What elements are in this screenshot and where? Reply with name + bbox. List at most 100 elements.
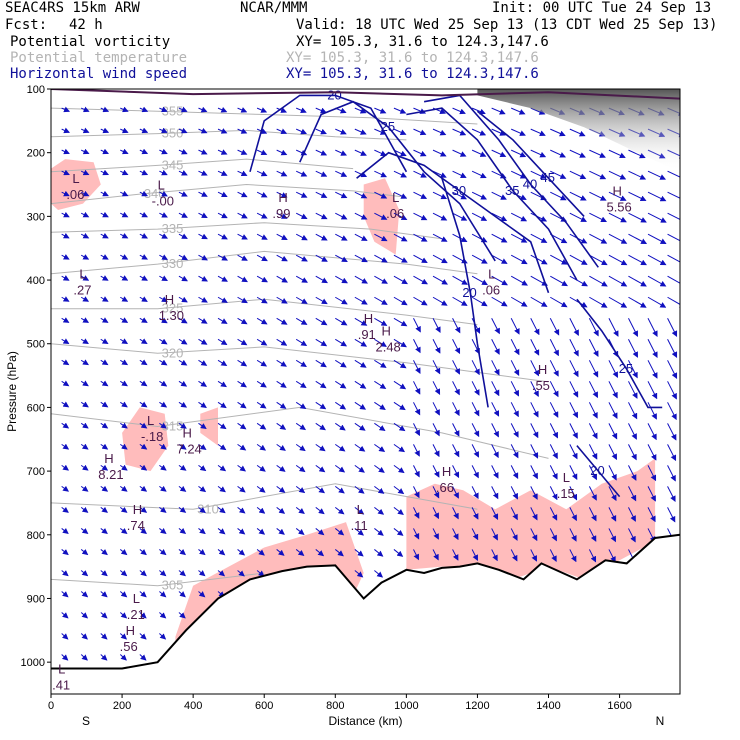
- wind-vector-590: [334, 485, 345, 494]
- wind-vector-15: [354, 107, 367, 114]
- wind-vector-632: [530, 507, 538, 521]
- wind-vector-567: [510, 465, 519, 479]
- wind-vector-438: [491, 381, 500, 397]
- wind-vector-24: [530, 107, 546, 115]
- wind-vector-662: [491, 528, 498, 541]
- wind-vector-279: [510, 275, 528, 286]
- wind-vector-625: [393, 507, 404, 516]
- y-tick-label-100: 100: [27, 84, 45, 96]
- wind-vector-252: [608, 254, 628, 266]
- wind-vector-451: [120, 401, 128, 408]
- wind-vector-114: [413, 170, 427, 178]
- wind-vector-16: [374, 107, 387, 114]
- wind-vector-236: [295, 254, 308, 262]
- extremum-value-18: .21: [127, 607, 145, 622]
- plot-frame: [50, 88, 681, 695]
- wind-vector-636: [608, 507, 617, 522]
- wind-vector-477: [628, 402, 638, 420]
- wind-vector-311: [510, 296, 528, 307]
- wind-vector-649: [237, 528, 246, 535]
- wind-vector-696: [530, 549, 537, 562]
- wind-vector-214: [491, 233, 508, 243]
- wind-vector-355: [120, 338, 129, 345]
- wind-vector-141: [315, 191, 328, 198]
- wind-vector-531: [432, 444, 440, 458]
- wind-vector-376: [530, 339, 540, 356]
- wind-vector-176: [374, 212, 388, 220]
- theta-label-335: 335: [162, 221, 184, 236]
- wind-vector-91: [589, 149, 606, 158]
- wind-vector-530: [413, 444, 420, 457]
- wind-vector-88: [530, 149, 547, 158]
- wind-vector-344: [530, 318, 540, 336]
- wind-vector-99: [120, 169, 129, 176]
- upper-shading: [477, 89, 680, 172]
- wind-vector-387: [120, 359, 129, 366]
- wind-vector-196: [139, 233, 148, 239]
- wind-vector-75: [276, 149, 288, 156]
- wind-vector-389: [159, 359, 168, 366]
- wind-vector-340: [452, 318, 461, 334]
- wind-vector-303: [354, 296, 368, 305]
- wind-vector-487: [198, 422, 207, 429]
- wind-vector-398: [335, 359, 347, 368]
- wind-vector-452: [139, 401, 148, 408]
- wind-vector-583: [198, 485, 207, 493]
- wind-vector-635: [588, 507, 597, 522]
- wind-vector-545: [80, 464, 89, 471]
- field-wind-name: Horizontal wind speed: [10, 66, 188, 82]
- wind-vector-33: [81, 127, 90, 134]
- wind-vector-296: [217, 296, 228, 303]
- wind-vector-294: [178, 296, 188, 303]
- wind-vector-502: [491, 423, 499, 438]
- wind-vector-243: [432, 254, 448, 264]
- wind-vector-232: [217, 254, 228, 261]
- wind-vector-56: [530, 128, 546, 137]
- wind-vector-292: [139, 296, 148, 302]
- wind-vector-406: [491, 360, 500, 376]
- wind-vector-332: [295, 317, 308, 325]
- wind-vector-360: [217, 338, 228, 346]
- wind-vector-423: [198, 380, 208, 387]
- wind-vector-448: [61, 401, 70, 408]
- wind-vector-93: [628, 149, 646, 159]
- wind-vector-57: [550, 128, 566, 137]
- theta-label-345: 345: [162, 157, 184, 172]
- wind-vector-228: [139, 254, 148, 260]
- wind-vector-386: [100, 359, 109, 366]
- wind-vector-506: [569, 423, 578, 439]
- wind-vector-90: [569, 149, 586, 158]
- wind-vector-733: [100, 633, 108, 640]
- center-title: NCAR/MMM: [240, 0, 308, 16]
- extremum-value-5: 1.30: [159, 308, 184, 323]
- wind-vector-734: [119, 633, 128, 640]
- valid-time: Valid: 18 UTC Wed 25 Sep 13 (13 CDT Wed …: [296, 17, 718, 33]
- wind-vector-85: [471, 149, 487, 157]
- x-tick-label-1600: 1600: [607, 700, 631, 712]
- wind-vector-124: [608, 170, 627, 180]
- wind-vector-471: [510, 402, 519, 418]
- wind-vector-338: [413, 318, 421, 333]
- wind-vector-467: [432, 402, 440, 416]
- wind-vector-248: [530, 254, 548, 265]
- wind-vector-136: [217, 191, 228, 197]
- wind-vector-353: [80, 338, 89, 345]
- wind-vector-261: [159, 275, 168, 281]
- wind-vector-307: [432, 296, 448, 306]
- wind-vector-559: [354, 464, 365, 473]
- wind-vector-400: [374, 359, 387, 368]
- wind-vector-579: [119, 485, 128, 492]
- wind-vector-573: [628, 465, 637, 481]
- wind-vector-298: [256, 296, 268, 304]
- theta-label-305: 305: [162, 578, 184, 593]
- wind-vector-148: [452, 191, 467, 200]
- wind-vector-154: [569, 191, 587, 201]
- wind-vector-162: [100, 211, 109, 218]
- wind-vector-417: [80, 380, 89, 387]
- wind-vector-249: [550, 254, 568, 265]
- wind-vector-370: [413, 339, 421, 354]
- wind-vector-667: [588, 528, 597, 542]
- wind-vector-727: [119, 612, 128, 619]
- wind-vector-593: [393, 485, 405, 495]
- wind-vector-722: [198, 591, 206, 598]
